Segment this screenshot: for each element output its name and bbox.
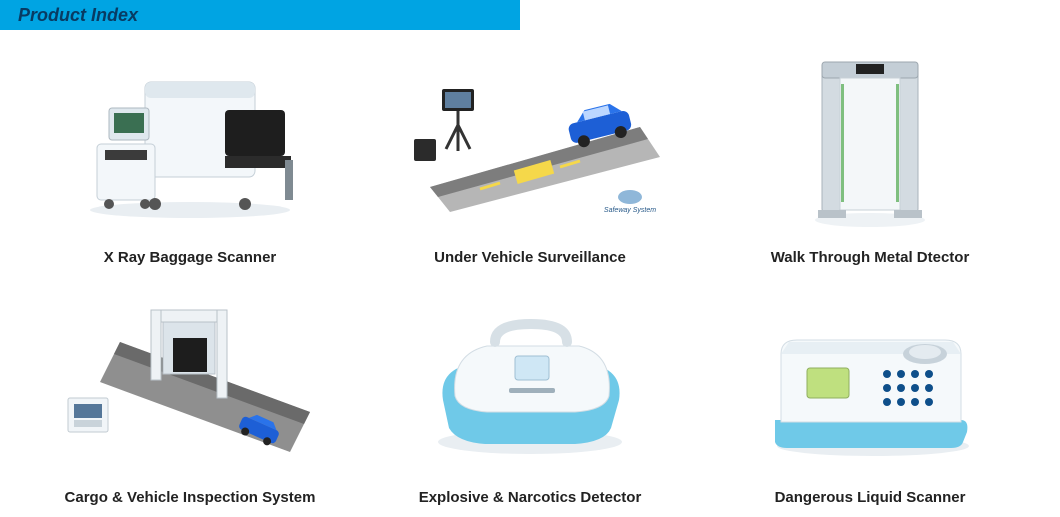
header-bar: Product Index xyxy=(0,0,520,30)
under-vehicle-surveillance-icon: Safeway System xyxy=(360,40,700,243)
cargo-vehicle-inspection-icon xyxy=(20,280,360,483)
product-cell: X Ray Baggage Scanner xyxy=(20,40,360,270)
explosive-narcotics-detector-icon xyxy=(360,280,700,483)
product-label: Explosive & Narcotics Detector xyxy=(419,489,642,506)
product-label: Cargo & Vehicle Inspection System xyxy=(65,489,316,506)
product-cell: Dangerous Liquid Scanner xyxy=(700,280,1040,510)
product-label: Under Vehicle Surveillance xyxy=(434,249,626,266)
product-label: X Ray Baggage Scanner xyxy=(104,249,277,266)
svg-text:Safeway System: Safeway System xyxy=(604,207,656,214)
page-title: Product Index xyxy=(18,5,138,26)
product-cell: Walk Through Metal Dtector xyxy=(700,40,1040,270)
dangerous-liquid-scanner-icon xyxy=(700,280,1040,483)
product-label: Walk Through Metal Dtector xyxy=(771,249,970,266)
product-cell: Cargo & Vehicle Inspection System xyxy=(20,280,360,510)
walk-through-metal-detector-icon xyxy=(700,40,1040,243)
product-label: Dangerous Liquid Scanner xyxy=(775,489,966,506)
product-cell: Explosive & Narcotics Detector xyxy=(360,280,700,510)
product-cell: Safeway System Under Vehicle Surveillanc… xyxy=(360,40,700,270)
xray-baggage-scanner-icon xyxy=(20,40,360,243)
product-grid: X Ray Baggage Scanner xyxy=(0,30,1060,510)
